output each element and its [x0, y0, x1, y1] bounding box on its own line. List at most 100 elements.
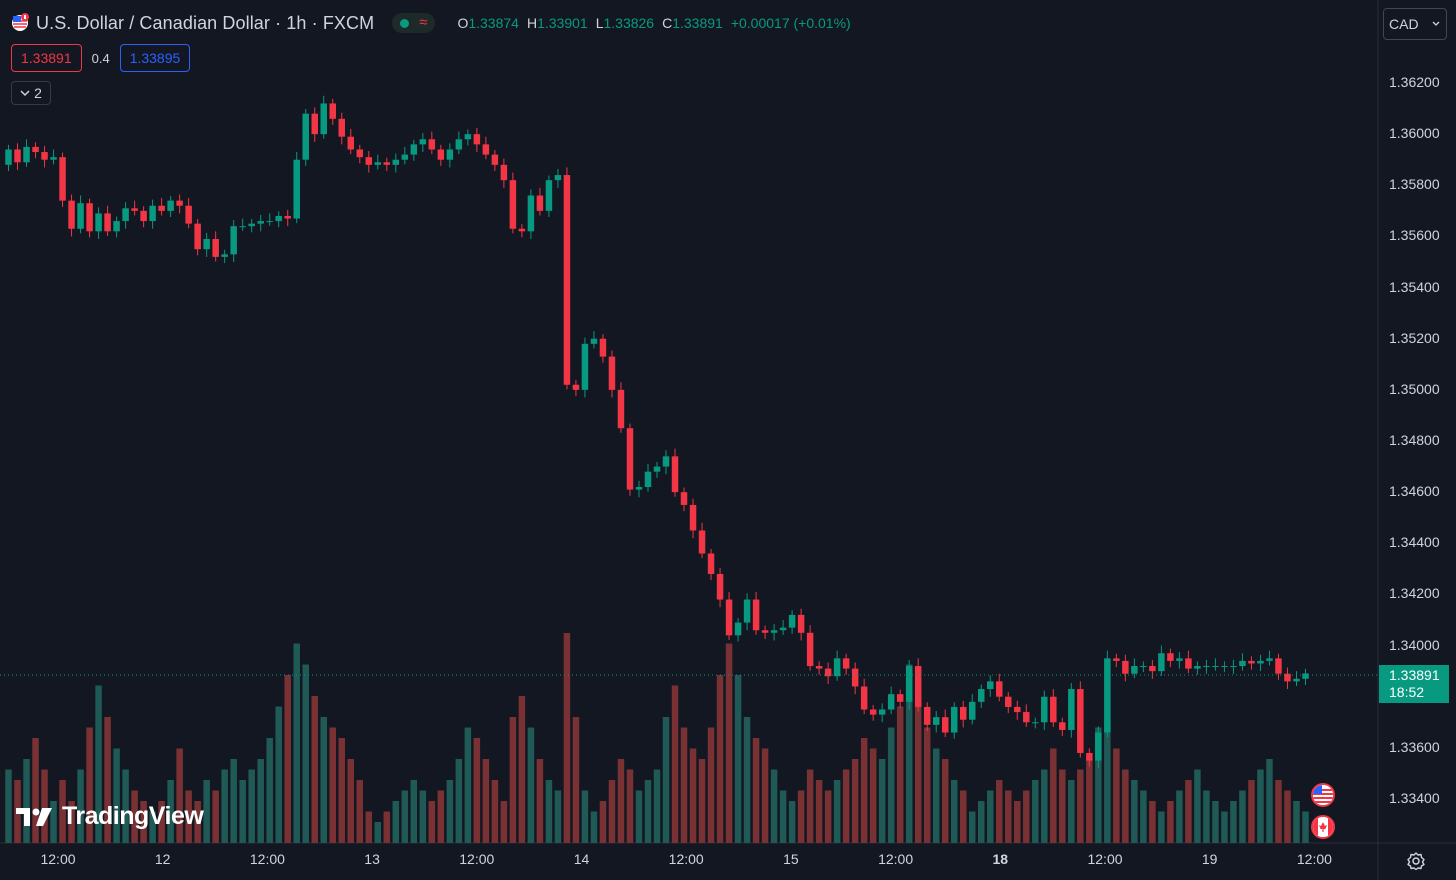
ohlc-readout: O1.33874 H1.33901 L1.33826 C1.33891 +0.0…	[457, 15, 850, 31]
volume-bar	[455, 759, 463, 843]
volume-bar	[1185, 780, 1192, 843]
volume-bar	[347, 759, 355, 843]
volume-bar	[1167, 801, 1174, 843]
candle-body	[914, 666, 922, 707]
candle-body	[1095, 732, 1102, 761]
volume-bar	[887, 727, 895, 843]
volume-bar	[626, 769, 634, 843]
candle-body	[347, 136, 355, 150]
volume-bar	[473, 738, 481, 843]
volume-bar	[1032, 780, 1039, 843]
candle-body	[5, 149, 12, 165]
volume-bar	[761, 748, 769, 843]
candle-body	[734, 622, 742, 636]
volume-bar	[1131, 780, 1138, 843]
indicators-toggle-button[interactable]: 2	[11, 81, 51, 105]
time-tick-label: 12:00	[878, 851, 914, 867]
price-tick-label: 1.34200	[1389, 585, 1440, 602]
volume-bar	[374, 822, 382, 843]
volume-bar	[1059, 769, 1066, 843]
price-tick-label: 1.35200	[1389, 329, 1440, 346]
candle-body	[1176, 658, 1183, 661]
price-tick-label: 1.35800	[1389, 176, 1440, 193]
candle-body	[221, 254, 228, 257]
candle-body	[239, 226, 246, 228]
volume-bar	[356, 780, 364, 843]
candle-body	[86, 203, 93, 232]
time-tick-label: 12:00	[1087, 851, 1123, 867]
volume-bar	[1086, 759, 1093, 843]
candle-body	[302, 113, 309, 160]
ca-flag-event[interactable]	[1311, 815, 1335, 839]
volume-bar	[140, 801, 147, 843]
candle-body	[878, 709, 886, 715]
chevron-down-icon	[1432, 21, 1440, 26]
volume-bar	[734, 675, 742, 843]
high-value: 1.33901	[537, 15, 588, 31]
candle-body	[365, 157, 373, 165]
candle-body	[374, 162, 382, 165]
bar-countdown: 18:52	[1389, 684, 1425, 700]
time-tick-label: 12:00	[1296, 851, 1332, 867]
volume-bar	[158, 801, 165, 843]
tradingview-logo[interactable]: TradingView	[14, 802, 204, 831]
candle-body	[932, 717, 940, 725]
sell-button[interactable]: 1.33891	[11, 44, 82, 72]
volume-bar	[1194, 769, 1201, 843]
volume-bar	[527, 727, 535, 843]
candle-body	[1293, 678, 1300, 682]
volume-bar	[1239, 790, 1246, 843]
settings-gear-icon[interactable]	[1406, 851, 1426, 871]
us-flag-event[interactable]	[1311, 783, 1335, 807]
candle-body	[167, 200, 174, 211]
candle-body	[1041, 696, 1048, 723]
candle-body	[1140, 666, 1147, 668]
currency-button[interactable]: CAD	[1383, 8, 1447, 40]
candle-body	[95, 213, 102, 232]
candle-body	[743, 599, 751, 623]
symbol-header: U.S. Dollar / Canadian Dollar · 1h · FXC…	[10, 10, 851, 36]
market-status-pill[interactable]: ≈	[392, 13, 436, 33]
volume-bar	[266, 738, 273, 843]
volume-bar	[797, 790, 805, 843]
volume-bar	[68, 801, 75, 843]
candle-body	[1158, 653, 1165, 672]
volume-bar	[1122, 769, 1129, 843]
volume-bar	[1203, 790, 1210, 843]
candle-body	[68, 200, 75, 229]
candle-body	[320, 103, 327, 135]
volume-bar	[464, 727, 472, 843]
volume-bar	[824, 790, 832, 843]
volume-bar	[5, 769, 12, 843]
volume-bar	[302, 664, 309, 843]
candle-body	[32, 146, 39, 153]
price-tick-label: 1.34400	[1389, 534, 1440, 551]
candle-body	[896, 694, 904, 702]
volume-bar	[86, 727, 93, 843]
candle-body	[1284, 673, 1291, 682]
price-tick-label: 1.35400	[1389, 278, 1440, 295]
time-tick-label: 13	[364, 851, 380, 867]
volume-bar	[743, 717, 751, 843]
volume-bar	[1041, 769, 1048, 843]
last-price-value: 1.33891	[1389, 667, 1440, 683]
volume-bar	[257, 759, 264, 843]
volume-bar	[1050, 748, 1057, 843]
candle-body	[1086, 752, 1093, 761]
candle-body	[1266, 658, 1273, 661]
chevron-down-icon	[20, 90, 30, 97]
price-tick-label: 1.34600	[1389, 483, 1440, 500]
volume-bar	[221, 769, 228, 843]
volume-bar	[725, 643, 733, 843]
candle-body	[824, 668, 832, 677]
volume-bar	[311, 696, 318, 843]
candle-body	[401, 154, 409, 160]
buy-button[interactable]: 1.33895	[119, 44, 191, 72]
price-tick-label: 1.33400	[1389, 790, 1440, 806]
symbol-title[interactable]: U.S. Dollar / Canadian Dollar · 1h · FXC…	[36, 12, 375, 33]
candle-body	[842, 658, 850, 669]
candle-body	[1050, 696, 1057, 723]
candle-body	[1104, 658, 1111, 733]
candle-body	[383, 162, 391, 165]
